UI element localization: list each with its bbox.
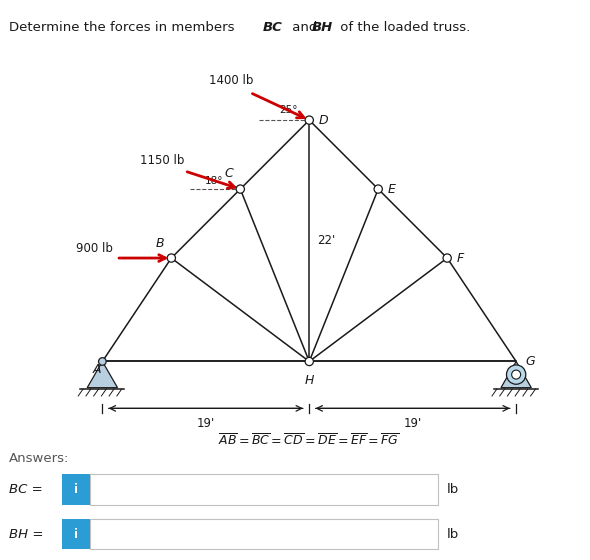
- Text: lb: lb: [447, 483, 460, 496]
- Text: and: and: [288, 21, 322, 34]
- Circle shape: [512, 370, 520, 379]
- Text: F: F: [457, 251, 464, 264]
- FancyBboxPatch shape: [62, 519, 90, 549]
- Text: i: i: [74, 483, 78, 496]
- Text: 19': 19': [404, 417, 422, 430]
- Circle shape: [443, 254, 451, 262]
- Circle shape: [506, 365, 526, 384]
- Text: 22': 22': [317, 234, 336, 248]
- Text: i: i: [74, 528, 78, 540]
- Text: 1400 lb: 1400 lb: [209, 74, 253, 87]
- Polygon shape: [501, 362, 532, 388]
- Circle shape: [167, 254, 175, 262]
- Circle shape: [305, 116, 313, 124]
- Text: C: C: [225, 167, 234, 180]
- Text: Determine the forces in members: Determine the forces in members: [9, 21, 238, 34]
- Text: 25°: 25°: [279, 105, 298, 115]
- Text: $\overline{AB} = \overline{BC} = \overline{CD} = \overline{DE} = \overline{EF} =: $\overline{AB} = \overline{BC} = \overli…: [218, 432, 400, 448]
- Text: BC: BC: [263, 21, 283, 34]
- Text: 18°: 18°: [205, 176, 224, 185]
- Circle shape: [236, 185, 244, 193]
- Circle shape: [99, 358, 106, 365]
- FancyBboxPatch shape: [62, 474, 90, 505]
- FancyBboxPatch shape: [90, 519, 438, 549]
- Text: H: H: [304, 374, 314, 387]
- Text: of the loaded truss.: of the loaded truss.: [336, 21, 471, 34]
- Text: 1150 lb: 1150 lb: [140, 154, 185, 167]
- Text: lb: lb: [447, 528, 460, 540]
- Circle shape: [374, 185, 382, 193]
- Text: 900 lb: 900 lb: [76, 241, 113, 255]
- Text: Answers:: Answers:: [9, 452, 69, 465]
- Text: BC =: BC =: [9, 483, 42, 496]
- Text: BH: BH: [312, 21, 333, 34]
- Text: E: E: [388, 183, 396, 195]
- Polygon shape: [87, 362, 117, 388]
- Text: BH =: BH =: [9, 528, 43, 540]
- Text: A: A: [93, 363, 101, 376]
- Text: G: G: [526, 355, 535, 368]
- Text: B: B: [156, 237, 165, 250]
- FancyBboxPatch shape: [90, 474, 438, 505]
- Text: D: D: [319, 114, 329, 127]
- Circle shape: [305, 357, 313, 366]
- Text: 19': 19': [196, 417, 215, 430]
